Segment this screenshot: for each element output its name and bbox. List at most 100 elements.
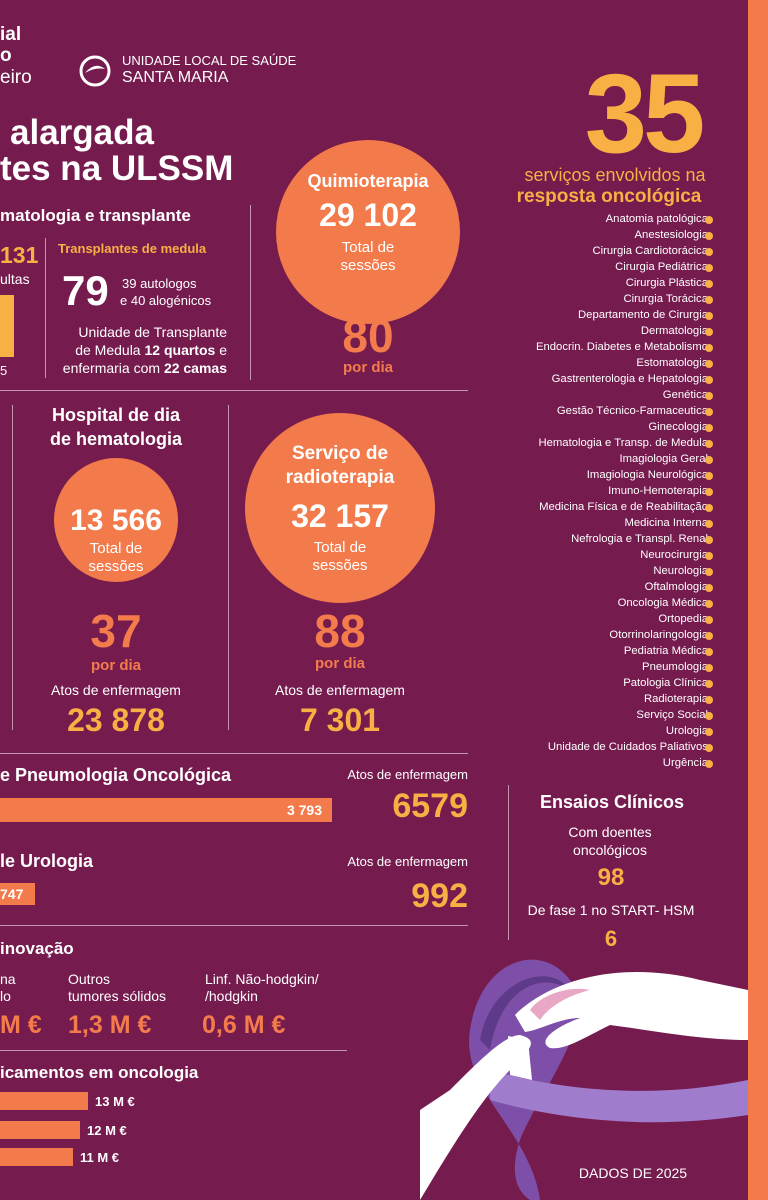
circle-label: sessões xyxy=(340,257,396,274)
circle-title: Quimioterapia xyxy=(307,171,429,191)
per-day-value: 80 xyxy=(342,310,394,362)
circle xyxy=(245,413,435,603)
service-item: Anatomia patológica xyxy=(605,213,708,225)
service-item: Otorrinolaringologia xyxy=(609,629,708,641)
service-dot xyxy=(705,695,713,704)
service-item: Imuno-Hemoterapia xyxy=(608,485,708,497)
service-item: Dermatologia xyxy=(640,325,708,337)
stat-label: Atos de enfermagem xyxy=(347,854,468,869)
bar-label: 12 M € xyxy=(87,1123,127,1138)
divider xyxy=(0,753,468,754)
item-label: lo xyxy=(0,988,11,1004)
unit-text: enfermaria com 22 camas xyxy=(63,361,227,375)
partner-line: ial xyxy=(0,24,22,45)
partner-line: eiro xyxy=(0,67,32,88)
bar xyxy=(0,295,14,357)
title: tes na ULSSM xyxy=(0,149,234,188)
bar-label: 3 793 xyxy=(286,802,322,818)
circle-label: sessões xyxy=(88,558,144,575)
stat-label: Atos de enfermagem xyxy=(51,682,181,698)
trial-value: 98 xyxy=(597,864,625,891)
divider xyxy=(0,925,468,926)
section-heading: matologia e transplante xyxy=(0,206,191,225)
stat-label: Atos de enfermagem xyxy=(275,682,405,698)
divider xyxy=(508,785,509,940)
service-dot xyxy=(705,519,713,528)
divider xyxy=(45,238,46,378)
service-item: Cirurgia Plástica xyxy=(625,277,708,289)
service-item: Neurologia xyxy=(653,565,708,577)
stat-label: Atos de enfermagem xyxy=(347,767,468,782)
ribbon-illustration xyxy=(420,959,748,1200)
divider xyxy=(250,205,251,380)
sub-heading: Transplantes de medula xyxy=(58,241,207,256)
per-day-value: 88 xyxy=(314,605,366,657)
service-dot xyxy=(705,759,713,768)
circle-label: sessões xyxy=(312,557,368,574)
trial-label: De fase 1 no START- HSM xyxy=(527,902,695,918)
service-dot xyxy=(705,439,713,448)
circle-title: Serviço de xyxy=(291,443,389,464)
big-number: 35 xyxy=(584,51,706,176)
bar xyxy=(0,1148,73,1166)
stat-value: 6579 xyxy=(392,787,468,825)
stat-detail: 39 autologos xyxy=(122,276,197,291)
service-dot xyxy=(705,359,713,368)
service-dot xyxy=(705,327,713,336)
service-dot xyxy=(705,455,713,464)
service-dot xyxy=(705,391,713,400)
bar xyxy=(0,1121,80,1139)
service-dot xyxy=(705,343,713,352)
divider xyxy=(12,405,13,730)
item-value: M € xyxy=(0,1011,42,1039)
per-day-label: por dia xyxy=(342,359,394,376)
item-label: Outros xyxy=(68,971,111,987)
service-dot xyxy=(705,551,713,560)
title: alargada xyxy=(10,113,154,152)
service-item: Imagiologia Geral xyxy=(619,453,708,465)
section-heading: Ensaios Clínicos xyxy=(539,792,685,812)
divider xyxy=(0,390,468,391)
circle-value: 13 566 xyxy=(70,504,162,537)
unit-text: de Medula xyxy=(75,342,141,358)
circle xyxy=(54,458,178,582)
service-dot xyxy=(705,487,713,496)
service-item: Unidade de Cuidados Paliativos xyxy=(547,741,708,753)
service-item: Hematologia e Transp. de Medula xyxy=(538,437,708,449)
service-dot xyxy=(705,231,713,240)
divider xyxy=(228,405,229,730)
bar-label: 5 xyxy=(0,363,8,378)
service-item: Gestão Técnico-Farmaceutica xyxy=(556,405,708,417)
service-item: Estomatologia xyxy=(636,357,708,369)
partner-line: o xyxy=(0,45,12,66)
footer: DADOS DE 2025 xyxy=(578,1165,688,1181)
section-heading: inovação xyxy=(0,939,74,958)
trial-value: 6 xyxy=(604,926,618,951)
stat-value: 79 xyxy=(62,267,109,314)
stat-value: 131 xyxy=(0,242,39,268)
service-item: Serviço Social xyxy=(636,709,708,721)
right-stripe xyxy=(748,0,768,1200)
service-item: Cirurgia Pediátrica xyxy=(615,261,708,273)
service-item: Nefrologia e Transpl. Renal xyxy=(571,533,708,545)
service-item: Oncologia Médica xyxy=(617,597,708,609)
service-dot xyxy=(705,295,713,304)
service-dot xyxy=(705,663,713,672)
service-dot xyxy=(705,423,713,432)
circle-label: Total de xyxy=(341,239,395,256)
service-dot xyxy=(705,711,713,720)
service-dot xyxy=(705,679,713,688)
service-dot xyxy=(705,215,713,224)
service-item: Oftalmologia xyxy=(644,581,708,593)
bar-label: 13 M € xyxy=(95,1094,135,1109)
service-item: Urologia xyxy=(665,725,708,737)
service-dot xyxy=(705,247,713,256)
logo-text: SANTA MARIA xyxy=(122,69,229,86)
item-label: /hodgkin xyxy=(205,988,258,1004)
service-item: Ortopedia xyxy=(658,613,708,625)
circle-label: Total de xyxy=(89,540,143,557)
bar-label: 747 xyxy=(0,886,24,902)
service-dot xyxy=(705,263,713,272)
item-value: 0,6 M € xyxy=(202,1011,286,1039)
